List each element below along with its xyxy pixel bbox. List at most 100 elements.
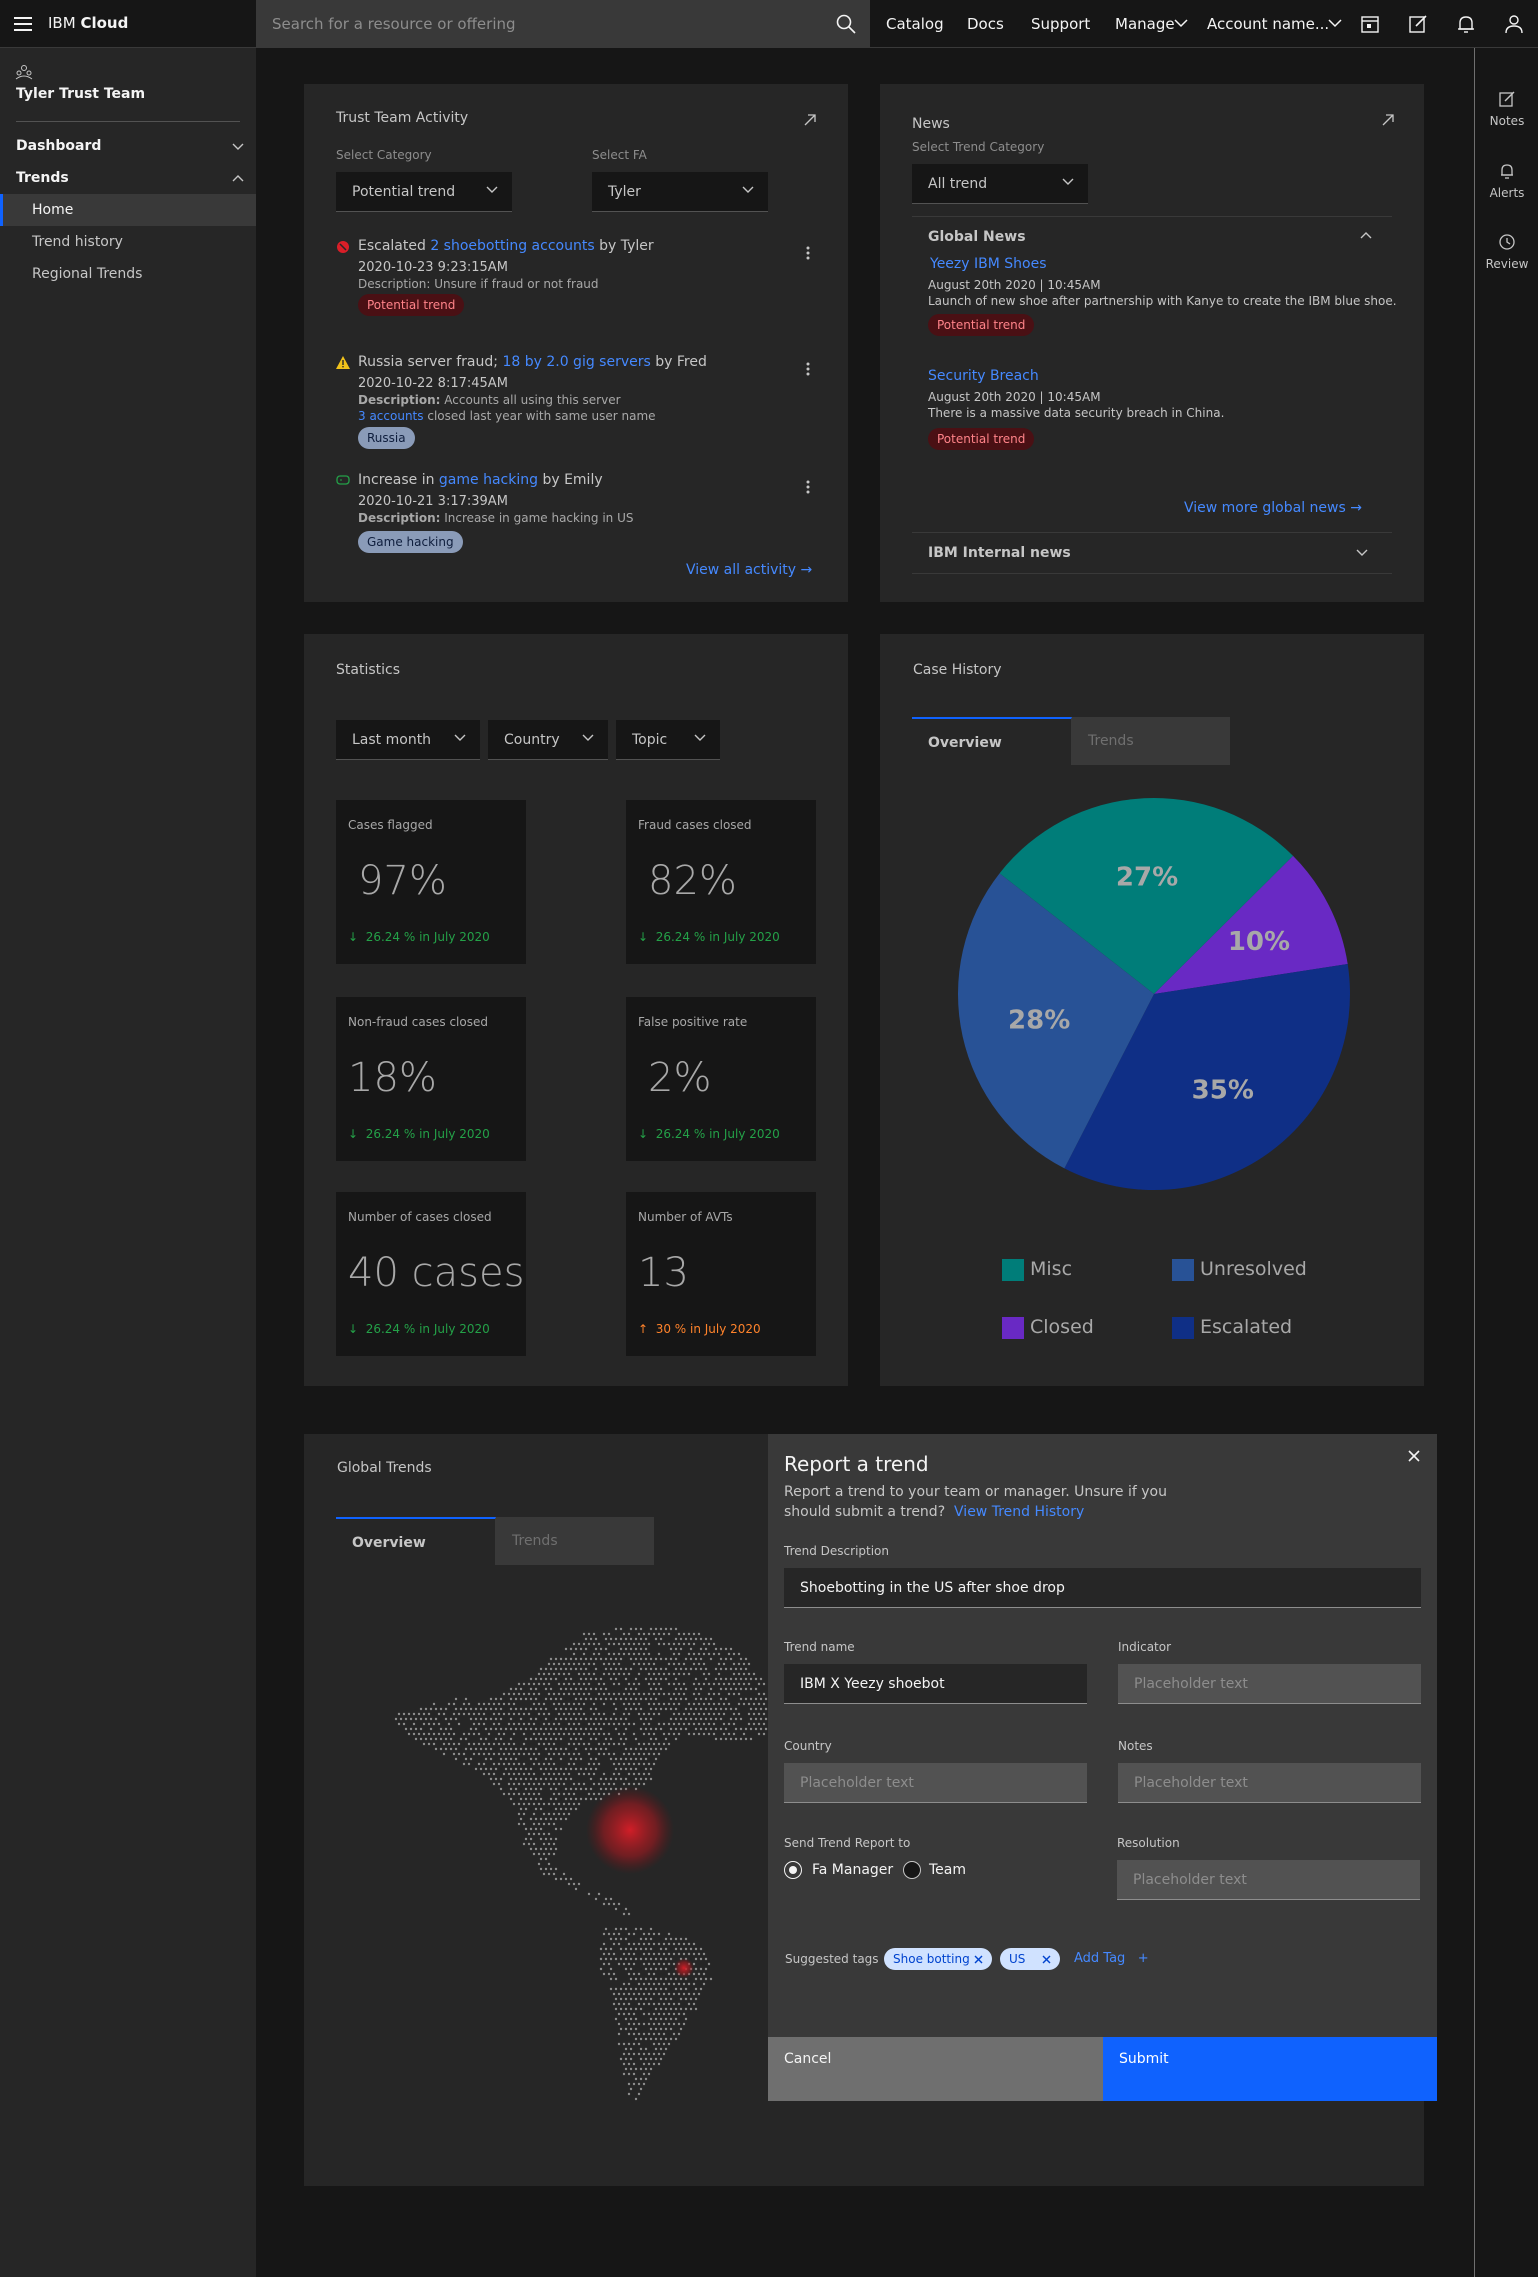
sidebar-item-dashboard[interactable]: Dashboard [0, 130, 256, 162]
accordion-global-news[interactable]: Global News [912, 217, 1392, 257]
sidebar-item-home[interactable]: Home [0, 194, 256, 226]
view-more-news-link[interactable]: View more global news → [1184, 500, 1362, 516]
stat-value: 82% [648, 858, 737, 904]
view-more-label: View more global news [1184, 500, 1346, 516]
close-icon[interactable] [1042, 1955, 1051, 1964]
sidebar-item-regional-trends[interactable]: Regional Trends [0, 258, 256, 290]
country-dropdown[interactable]: Country [488, 720, 608, 760]
trend-description-input[interactable]: Shoebotting in the US after shoe drop [784, 1568, 1421, 1608]
overflow-menu-icon[interactable] [806, 246, 810, 260]
activity-time: 2020-10-21 3:17:39AM [358, 494, 508, 509]
notes-button[interactable]: Notes [1475, 90, 1538, 154]
tag-game-hacking[interactable]: Game hacking [358, 531, 463, 553]
launch-icon[interactable] [1382, 114, 1394, 126]
pie-slice-escalated[interactable] [1064, 964, 1350, 1190]
pie-slice-closed[interactable] [1154, 855, 1348, 994]
nav-manage[interactable]: Manage [1115, 15, 1175, 33]
tag-russia[interactable]: Russia [358, 427, 415, 449]
account-switcher[interactable]: Account name... [1207, 15, 1330, 33]
country-input[interactable]: Placeholder text [784, 1763, 1087, 1803]
tab-overview[interactable]: Overview [912, 717, 1072, 765]
fa-dropdown[interactable]: Tyler [592, 172, 768, 212]
chevron-down-icon[interactable] [1328, 19, 1342, 28]
nav-docs[interactable]: Docs [967, 15, 1004, 33]
alerts-button[interactable]: Alerts [1475, 162, 1538, 226]
activity-title: Trust Team Activity [336, 110, 469, 126]
close-icon[interactable] [1408, 1450, 1420, 1462]
chevron-down-icon [694, 734, 706, 741]
period-dropdown[interactable]: Last month [336, 720, 480, 760]
cancel-button[interactable]: Cancel [768, 2037, 1103, 2101]
radio-team[interactable]: Team [903, 1860, 983, 1880]
category-dropdown[interactable]: Potential trend [336, 172, 512, 212]
pie-label-closed: 10% [1228, 927, 1290, 957]
accordion-internal-news[interactable]: IBM Internal news [912, 533, 1392, 573]
world-map [394, 1627, 768, 2101]
sidebar-item-trends[interactable]: Trends [0, 162, 256, 194]
chevron-down-icon[interactable] [1174, 19, 1188, 28]
search-bar[interactable]: Search for a resource or offering [256, 0, 870, 48]
news-category-label: Select Trend Category [912, 140, 1045, 154]
close-icon[interactable] [974, 1955, 983, 1964]
search-icon[interactable] [836, 14, 856, 34]
input-value: Shoebotting in the US after shoe drop [800, 1580, 1065, 1596]
topic-value: Topic [632, 732, 668, 748]
menu-icon[interactable] [14, 16, 32, 32]
sidebar-item-trend-history[interactable]: Trend history [0, 226, 256, 258]
tag-potential-trend[interactable]: Potential trend [928, 314, 1035, 336]
tag-potential-trend[interactable]: Potential trend [928, 428, 1035, 450]
pie-slice-unresolved[interactable] [958, 873, 1154, 1169]
accordion-title: Global News [928, 229, 1026, 245]
pie-slice-misc[interactable] [999, 798, 1294, 994]
news-item-title[interactable]: Yeezy IBM Shoes [930, 256, 1047, 272]
brand[interactable]: IBM Cloud [48, 14, 128, 32]
tab-overview[interactable]: Overview [336, 1517, 496, 1565]
arrow-down-icon: ↓ [348, 930, 359, 944]
tag-potential-trend[interactable]: Potential trend [358, 294, 465, 316]
radio-button[interactable] [903, 1861, 921, 1879]
review-button[interactable]: Review [1475, 233, 1538, 297]
history-icon [1499, 234, 1515, 250]
overflow-menu-icon[interactable] [806, 362, 810, 376]
statistics-title: Statistics [336, 662, 400, 678]
nav-support[interactable]: Support [1031, 15, 1091, 33]
radio-button[interactable] [784, 1861, 802, 1879]
view-all-activity-link[interactable]: View all activity → [686, 562, 812, 578]
tab-trends[interactable]: Trends [496, 1517, 656, 1565]
indicator-input[interactable]: Placeholder text [1118, 1664, 1421, 1704]
calendar-icon[interactable] [1358, 12, 1382, 36]
case-history-card: Case History Overview Trends 27% 10% 35% 28… [880, 634, 1424, 1386]
stat-change: ↓ 26.24 % in July 2020 [348, 1127, 490, 1141]
search-input[interactable]: Search for a resource or offering [272, 15, 516, 33]
topic-dropdown[interactable]: Topic [616, 720, 720, 760]
news-category-dropdown[interactable]: All trend [912, 164, 1088, 204]
activity-link[interactable]: game hacking [438, 472, 538, 488]
sidebar: Tyler Trust Team Dashboard Trends Home T… [0, 48, 256, 2277]
legend-swatch [1172, 1259, 1194, 1281]
trend-name-input[interactable]: IBM X Yeezy shoebot [784, 1664, 1087, 1704]
activity-link[interactable]: 18 by 2.0 gig servers [502, 354, 651, 370]
radio-fa-manager[interactable]: Fa Manager [784, 1860, 894, 1880]
nav-catalog[interactable]: Catalog [886, 15, 944, 33]
arrow-down-icon: ↓ [638, 930, 649, 944]
add-tag-button[interactable]: Add Tag + [1074, 1951, 1149, 1966]
edit-icon[interactable] [1406, 12, 1430, 36]
list-item: Escalated 2 shoebotting accounts by Tyle… [336, 236, 816, 316]
notes-input[interactable]: Placeholder text [1118, 1763, 1421, 1803]
submit-button[interactable]: Submit [1103, 2037, 1437, 2101]
news-item-title[interactable]: Security Breach [928, 368, 1039, 384]
accounts-link[interactable]: 3 accounts [358, 409, 424, 423]
activity-link[interactable]: 2 shoebotting accounts [430, 238, 595, 254]
resolution-input[interactable]: Placeholder text [1117, 1860, 1420, 1900]
activity-headline: Increase in game hacking by Emily [358, 472, 603, 488]
radio-label: Team [929, 1862, 967, 1878]
overflow-menu-icon[interactable] [806, 480, 810, 494]
view-trend-history-link[interactable]: View Trend History [954, 1504, 1085, 1520]
chevron-down-icon [486, 186, 498, 193]
launch-icon[interactable] [804, 114, 816, 126]
user-icon[interactable] [1502, 12, 1526, 36]
notification-icon[interactable] [1454, 12, 1478, 36]
stat-label: Cases flagged [348, 818, 433, 832]
stat-change-label: 26.24 % in July 2020 [365, 1322, 490, 1336]
tab-trends[interactable]: Trends [1072, 717, 1232, 765]
